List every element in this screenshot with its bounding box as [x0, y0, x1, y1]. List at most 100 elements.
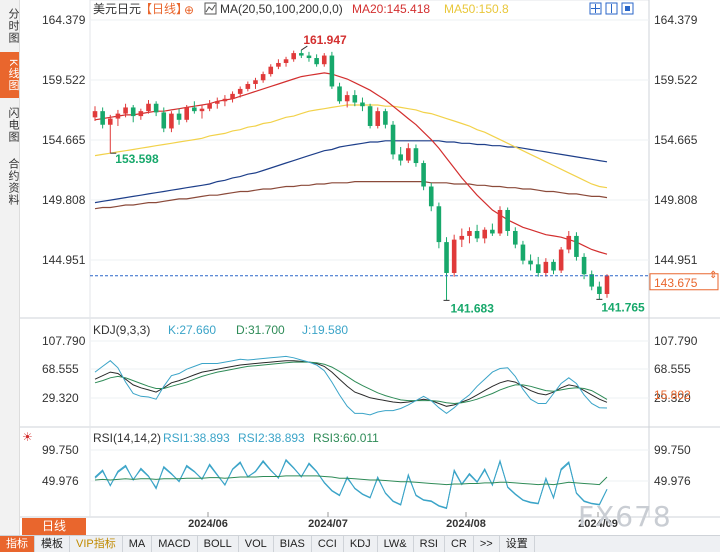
candle-body [260, 74, 266, 81]
main-grid [90, 19, 649, 261]
toolbar-item-10[interactable]: LW& [378, 536, 414, 552]
y-tick-right: 49.976 [654, 474, 691, 488]
y-tick-left: 144.951 [42, 253, 86, 267]
current-price-box [649, 273, 719, 291]
rsi2-value: RSI2:38.893 [238, 431, 305, 445]
candle-body [283, 59, 289, 63]
x-tick-label: 2024/09 [578, 518, 618, 530]
candle-body [551, 261, 556, 271]
price-annotations: 161.947 153.598 141.683 141.765 [110, 33, 645, 315]
candle-body [107, 118, 113, 125]
kdj-current-value: 15.802 [654, 388, 691, 402]
y-tick-right: 68.555 [654, 362, 691, 376]
date-axis: 2024/06 2024/07 2024/08 2024/09 [188, 512, 618, 530]
candle-body [451, 239, 457, 273]
candle-body [130, 107, 136, 117]
sidebar-item-timeshare[interactable]: 分时图 [7, 8, 19, 44]
y-tick-right: 29.320 [654, 391, 691, 405]
candle-body [505, 209, 510, 231]
rsi3-value: RSI3:60.011 [313, 431, 379, 445]
candle-body [199, 108, 205, 112]
rsi-settings-icon[interactable]: ☀ [22, 430, 33, 444]
toolbar-item-3[interactable]: MA [123, 536, 153, 552]
y-tick-left: 99.750 [42, 443, 79, 457]
x-tick-label: 2024/06 [188, 518, 228, 530]
toolbar-item-7[interactable]: BIAS [274, 536, 312, 552]
price-alert-icon[interactable]: ⇕ [709, 270, 717, 281]
candle-body [474, 230, 480, 239]
extreme-label: 161.947 [303, 33, 347, 47]
toolbar-item-4[interactable]: MACD [152, 536, 198, 552]
x-tick-label: 2024/07 [308, 518, 348, 530]
toolbar-item-2[interactable]: VIP指标 [70, 536, 123, 552]
candle-body [520, 244, 526, 261]
y-tick-left: 154.665 [42, 133, 86, 147]
price-axis: 164.379 164.379 159.522 159.522 154.665 154.6… [42, 13, 698, 267]
y-tick-left: 149.808 [42, 193, 86, 207]
series-rsi3 [94, 475, 608, 486]
settings-icon[interactable]: ⊕ [184, 3, 194, 17]
toolbar-item-13[interactable]: >> [474, 536, 500, 552]
sidebar-item-flash[interactable]: 闪电图 [7, 107, 19, 143]
y-tick-left: 68.555 [42, 362, 79, 376]
toolbar-item-0[interactable]: 指标 [0, 536, 35, 552]
indicator-toolbar: 指标 模板 VIP指标 MA MACD BOLL VOL BIAS CCI KDJ LW& RSI CR… [0, 535, 720, 552]
toolbar-item-11[interactable]: RSI [414, 536, 445, 552]
toolbar-item-8[interactable]: CCI [312, 536, 344, 552]
y-tick-right: 164.379 [654, 13, 698, 27]
rsi-axis: 99.750 99.750 49.976 49.976 [42, 443, 691, 488]
extreme-label: 153.598 [115, 152, 159, 166]
kdj-k-value: K:27.660 [168, 323, 216, 337]
candle-body [192, 107, 197, 112]
candle-body [604, 275, 610, 294]
main-panel-frame [89, 0, 650, 319]
x-tick-label: 2024/08 [446, 518, 486, 530]
ma50-line [94, 104, 608, 189]
y-tick-right: 154.665 [654, 133, 698, 147]
crosshair-icon[interactable] [589, 2, 602, 15]
toolbar-item-5[interactable]: BOLL [198, 536, 239, 552]
series-k [94, 360, 608, 407]
candle-body [444, 242, 449, 273]
toolbar-item-12[interactable]: CR [445, 536, 474, 552]
candle-body [337, 86, 342, 102]
sidebar-item-contract[interactable]: 合约资料 [7, 158, 19, 206]
candle-body [230, 93, 235, 99]
annotation-tick [301, 45, 308, 51]
kdj-axis: 107.790 107.790 68.555 68.555 29.320 29.320 [42, 334, 698, 405]
candle-body [390, 124, 396, 155]
candle-body [528, 260, 533, 265]
ma-toggle-icon[interactable] [204, 2, 217, 15]
extreme-label: 141.683 [451, 301, 495, 315]
toolbar-item-14[interactable]: 设置 [500, 536, 535, 552]
candle-body [535, 264, 541, 273]
y-tick-right: 99.750 [654, 443, 691, 457]
layout-icon[interactable] [605, 2, 618, 15]
candle-body [574, 235, 579, 257]
toolbar-item-1[interactable]: 模板 [35, 536, 70, 552]
symbol-title: 美元日元 [93, 2, 141, 16]
candle-body [482, 229, 488, 239]
series-d [94, 361, 608, 405]
candle-body [321, 55, 327, 65]
candle-body [184, 107, 189, 120]
y-tick-left: 159.522 [42, 73, 86, 87]
sidebar-item-kline[interactable]: K线图 [0, 52, 19, 98]
toolbar-item-6[interactable]: VOL [239, 536, 274, 552]
candle-body [92, 111, 98, 118]
y-tick-left: 49.976 [42, 474, 79, 488]
candle-body [589, 274, 595, 287]
candle-body [291, 53, 296, 60]
kdj-lines [94, 355, 608, 416]
candle-body [123, 107, 128, 114]
candlesticks [92, 50, 610, 301]
toolbar-item-9[interactable]: KDJ [344, 536, 378, 552]
candle-body [153, 103, 159, 113]
candle-body [245, 83, 251, 89]
y-tick-left: 29.320 [42, 391, 79, 405]
candle-body [467, 230, 472, 236]
period-button[interactable]: 日线 [22, 518, 86, 535]
chart-canvas[interactable]: 美元日元 【日线】 ⊕ MA(20,50,100,200,0,0) MA20:1… [0, 0, 720, 535]
candle-body [367, 106, 373, 126]
fullscreen-icon[interactable] [621, 2, 634, 15]
